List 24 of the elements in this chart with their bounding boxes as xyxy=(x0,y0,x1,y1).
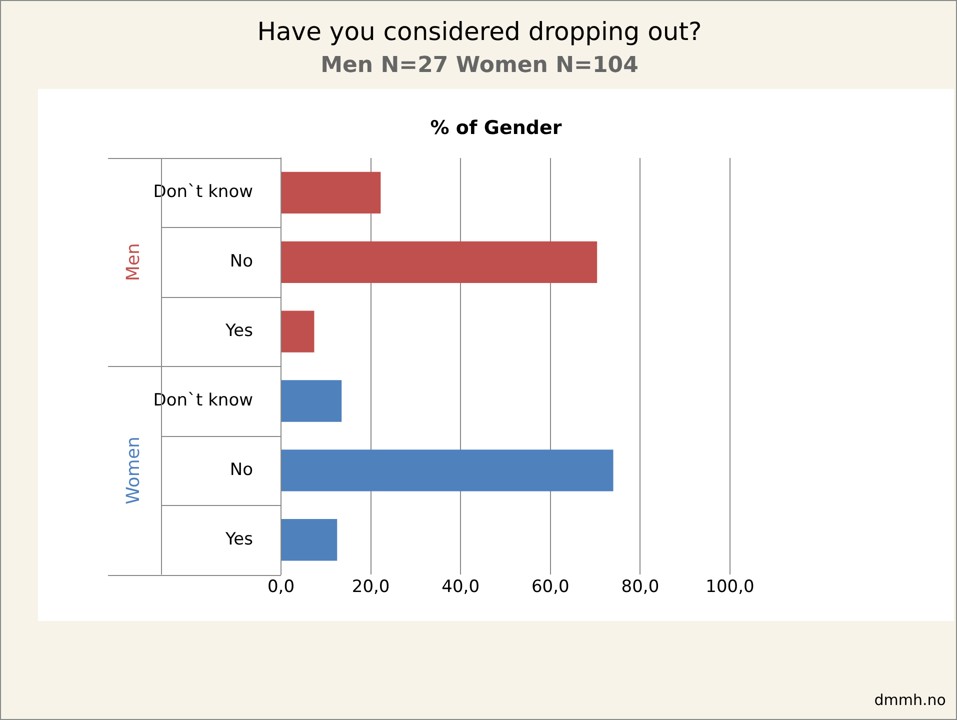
y-tick-label: Don`t know xyxy=(153,182,254,202)
bar xyxy=(282,380,342,422)
x-tick-label: 20,0 xyxy=(352,577,390,598)
text: % of Gender xyxy=(429,117,563,139)
bar xyxy=(282,310,314,352)
x-tick-label: 0,0 xyxy=(267,577,295,598)
bar xyxy=(282,172,381,214)
y-tick-label: Yes xyxy=(224,321,254,342)
x-tick-label: 100,0 xyxy=(706,577,754,598)
text: dmmh.no xyxy=(874,691,946,709)
x-tick-label: 60,0 xyxy=(531,577,570,598)
y-tick-label: Yes xyxy=(224,529,254,550)
chart-title: Have you considered dropping out? xyxy=(256,17,703,46)
chart-subtitle: Men N=27 Women N=104 xyxy=(320,53,640,78)
y-tick-label: No xyxy=(230,460,253,480)
x-tick-label: 80,0 xyxy=(621,577,660,598)
bar xyxy=(282,450,614,492)
text: Men xyxy=(123,243,144,282)
bar xyxy=(282,519,338,561)
bar xyxy=(282,241,598,283)
y-tick-label: No xyxy=(230,252,253,272)
x-tick-label: 40,0 xyxy=(442,577,480,598)
text: Women xyxy=(123,436,144,504)
y-tick-label: Don`t know xyxy=(153,390,254,410)
